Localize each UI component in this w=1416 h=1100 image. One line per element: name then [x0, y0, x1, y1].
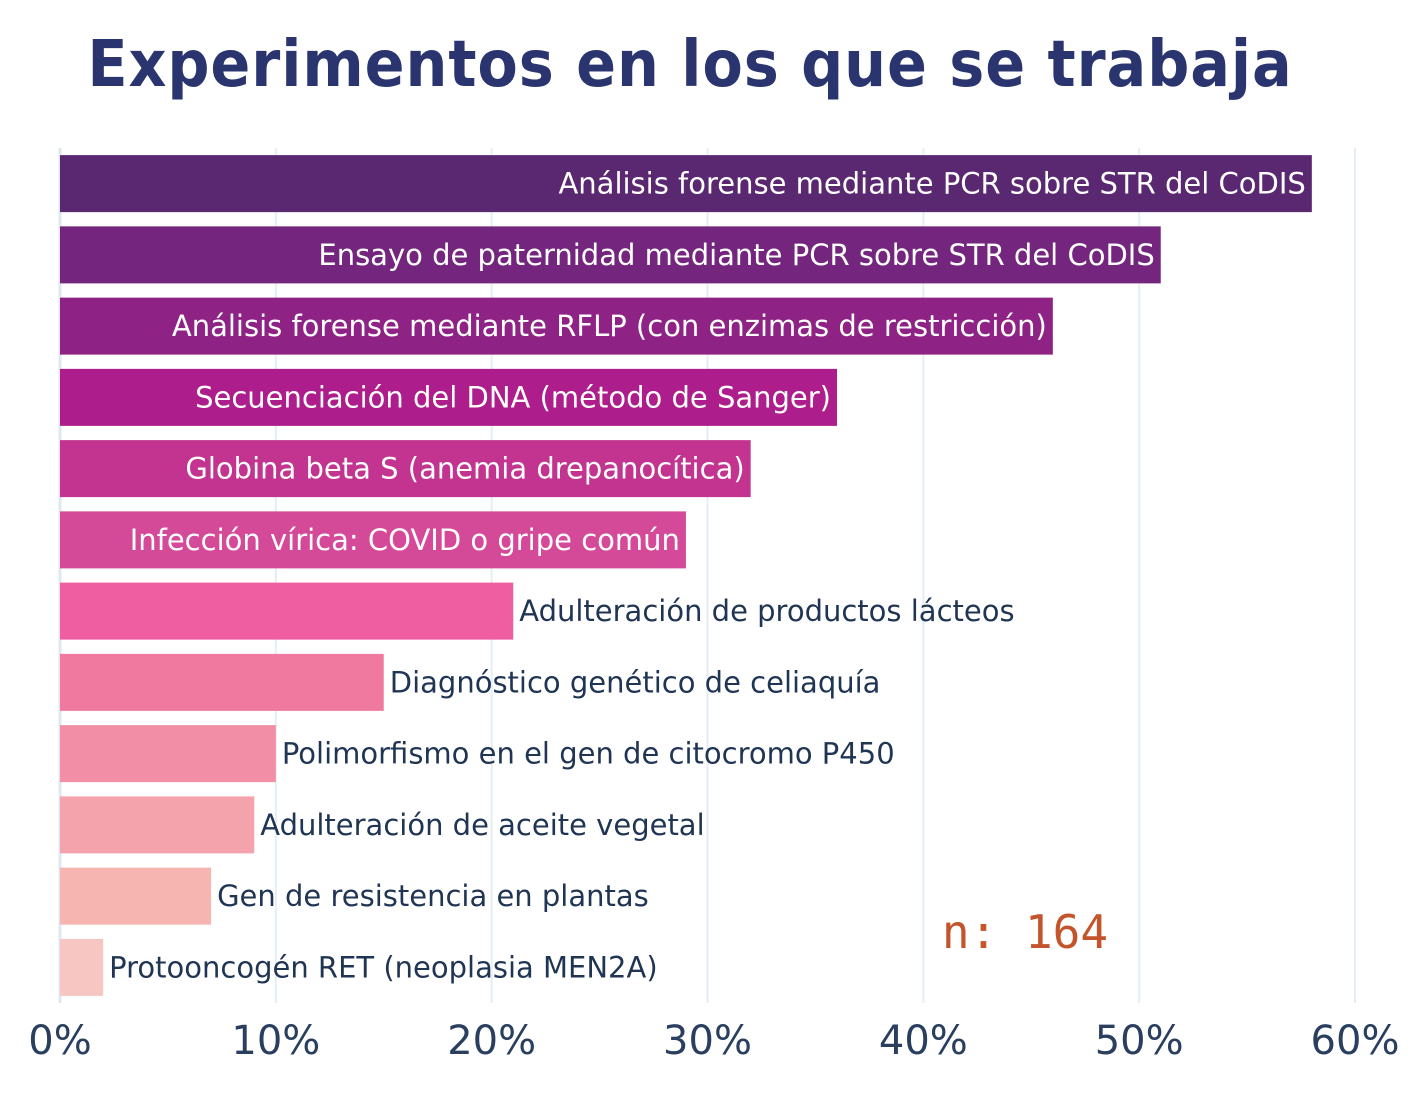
x-tick-label: 30% — [663, 1018, 752, 1064]
bar — [60, 368, 837, 426]
bar-label: Análisis forense mediante PCR sobre STR … — [558, 167, 1305, 201]
bar-label: Adulteración de productos lácteos — [519, 594, 1014, 628]
bar-label: Polimorfismo en el gen de citocromo P450 — [282, 737, 895, 771]
bar-label: Ensayo de paternidad mediante PCR sobre … — [318, 238, 1154, 272]
bar — [60, 582, 514, 640]
bars — [60, 155, 1312, 996]
x-tick-label: 40% — [879, 1018, 968, 1064]
bar — [60, 867, 212, 925]
bar — [60, 725, 276, 783]
sample-size-annotation: n: 164 — [942, 905, 1108, 959]
bar — [60, 653, 384, 711]
chart-title: Experimentos en los que se trabaja — [87, 28, 1293, 102]
bar — [60, 511, 686, 569]
bar — [60, 938, 104, 996]
x-tick-label: 10% — [231, 1018, 320, 1064]
bar-label: Infección vírica: COVID o gripe común — [130, 523, 680, 557]
bar-label: Adulteración de aceite vegetal — [260, 808, 704, 842]
bar-label: Protooncogén RET (neoplasia MEN2A) — [109, 950, 658, 984]
x-axis-ticks: 0% 10% 20% 30% 40% 50% 60% — [28, 1018, 1399, 1064]
bar-label: Globina beta S (anemia drepanocítica) — [185, 452, 744, 486]
bar-label: Secuenciación del DNA (método de Sanger) — [195, 380, 831, 414]
bar — [60, 226, 1161, 284]
x-tick-label: 20% — [447, 1018, 536, 1064]
bar — [60, 297, 1053, 355]
bar-label: Diagnóstico genético de celiaquía — [390, 665, 881, 699]
x-tick-label: 60% — [1311, 1018, 1400, 1064]
bar — [60, 155, 1312, 213]
x-tick-label: 50% — [1095, 1018, 1184, 1064]
bar — [60, 440, 751, 498]
bar-label: Gen de resistencia en plantas — [217, 879, 649, 913]
bar-label: Análisis forense mediante RFLP (con enzi… — [172, 309, 1047, 343]
bar-labels: Análisis forense mediante PCR sobre STR … — [109, 167, 1306, 985]
gridlines — [58, 148, 1356, 1003]
bar — [60, 796, 255, 854]
x-tick-label: 0% — [28, 1018, 91, 1064]
